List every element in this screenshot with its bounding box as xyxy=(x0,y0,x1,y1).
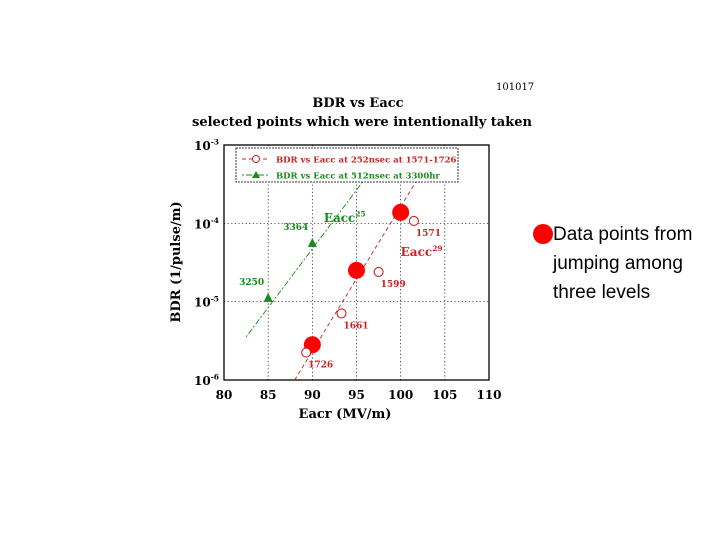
data-point xyxy=(373,266,384,277)
legend: BDR vs Eacc at 252nsec at 1571-1726 BDR v… xyxy=(235,147,459,183)
point-label: 1726 xyxy=(308,361,333,371)
data-point xyxy=(408,215,419,227)
x-tick-label: 90 xyxy=(304,388,321,402)
x-tick-label: 95 xyxy=(348,388,365,402)
fit-line xyxy=(245,160,379,338)
y-axis-label: BDR (1/pulse/m) xyxy=(169,201,184,322)
data-point xyxy=(301,347,312,358)
x-axis-label: Eacr (MV/m) xyxy=(299,407,392,422)
legend-marker xyxy=(252,155,260,163)
data-point xyxy=(336,308,347,319)
y-tick-label: 10-4 xyxy=(194,216,219,231)
callout-text: Data points from jumping among three lev… xyxy=(553,224,693,303)
chart-title: BDR vs Eacc xyxy=(312,96,403,111)
point-label: 1571 xyxy=(416,229,441,239)
chart-subtitle: selected points which were intentionally… xyxy=(192,115,532,130)
data-point xyxy=(307,237,317,247)
y-tick-label: 10-6 xyxy=(194,373,219,388)
fit-lines xyxy=(245,148,437,381)
data-point xyxy=(263,292,273,302)
x-tick-label: 105 xyxy=(432,388,457,402)
legend-label: BDR vs Eacc at 252nsec at 1571-1726 xyxy=(276,156,457,166)
point-label: 3364 xyxy=(283,223,308,233)
data-marks: 1726 1661 1599 1571 3250 3364 xyxy=(239,203,441,371)
legend-label: BDR vs Eacc at 512nsec at 3300hr xyxy=(276,172,440,182)
annotation-label: Eacc25 xyxy=(324,209,366,224)
y-tick-label: 10-3 xyxy=(194,138,219,153)
x-tick-label: 85 xyxy=(260,388,277,402)
highlight-point xyxy=(392,203,410,221)
y-tick-label: 10-5 xyxy=(194,294,219,309)
point-label: 3250 xyxy=(239,278,264,288)
point-label: 1661 xyxy=(343,321,368,331)
x-tick-label: 80 xyxy=(216,388,233,402)
annotation-label: Eacc29 xyxy=(401,244,443,259)
annotations: Eacc25 Eacc29 xyxy=(324,209,443,259)
point-label: 1599 xyxy=(381,280,406,290)
legend-marker xyxy=(252,171,260,178)
x-tick-label: 110 xyxy=(476,388,501,402)
figure-id-label: 101017 xyxy=(496,82,534,93)
x-tick-label: 100 xyxy=(388,388,413,402)
callout-bullet xyxy=(533,224,553,244)
highlight-point xyxy=(348,261,365,279)
axis-ticks: 80 85 90 95 100 105 110 10-3 10-4 10-5 10-6 xyxy=(194,138,502,402)
legend-box xyxy=(235,147,459,183)
